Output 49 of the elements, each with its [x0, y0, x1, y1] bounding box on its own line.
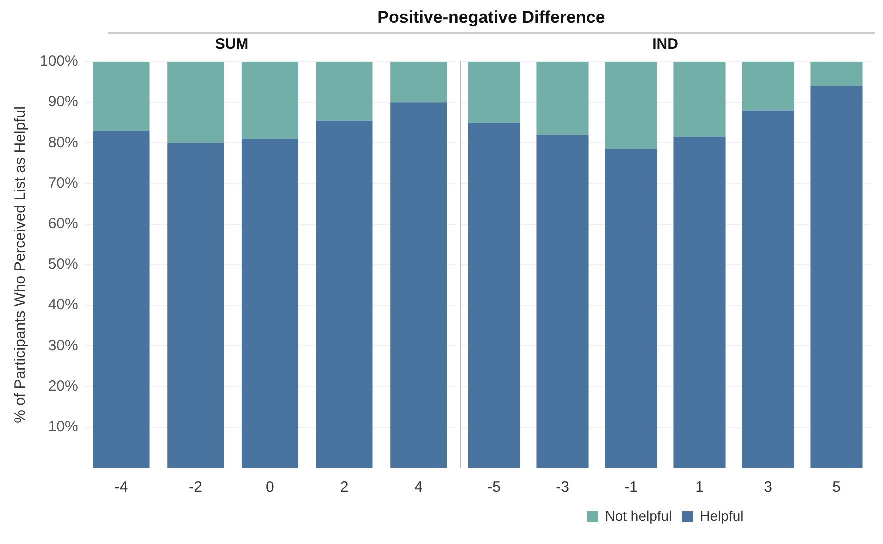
chart-subtitle: IND: [652, 36, 679, 54]
bar: [536, 135, 589, 468]
bar: [93, 131, 150, 468]
bar: [674, 62, 726, 138]
y-tick-label: 10%: [48, 418, 78, 436]
x-tick-label: -2: [189, 479, 203, 496]
bar: [390, 62, 448, 103]
x-tick-label: 4: [414, 479, 424, 496]
bar: [168, 62, 224, 144]
y-tick-label: 90%: [48, 94, 78, 111]
y-tick-label: 20%: [48, 378, 78, 395]
y-tick-label: 60%: [48, 216, 78, 233]
y-tick-label: 100%: [40, 53, 78, 70]
x-tick-label: -4: [114, 479, 128, 496]
chart-subtitle: SUM: [215, 36, 249, 54]
x-tick-label: 5: [832, 479, 841, 496]
y-tick-label: 30%: [48, 337, 78, 354]
x-tick-label: 1: [696, 479, 704, 496]
bar: [742, 62, 794, 111]
y-tick-label: 70%: [48, 174, 78, 192]
legend-label: Not helpful: [605, 508, 672, 524]
x-tick-label: -3: [556, 479, 570, 496]
x-tick-label: -1: [624, 479, 638, 496]
bar: [605, 149, 658, 468]
y-axis-title: % of Participants Who Perceived List as Helpful: [12, 106, 30, 424]
bar: [316, 120, 373, 468]
bar: [674, 137, 726, 468]
bar: [605, 62, 658, 150]
bar: [810, 86, 863, 468]
bar: [316, 62, 373, 121]
text: Positive-negative Difference: [108, 8, 875, 34]
bar: [536, 62, 589, 136]
bar: [468, 62, 520, 123]
x-tick-label: 0: [266, 479, 274, 496]
bar: [468, 122, 520, 468]
x-tick-label: 3: [764, 479, 772, 496]
bar: [810, 62, 863, 86]
bar: [168, 143, 224, 468]
x-tick-label: -5: [488, 479, 501, 496]
bar: [93, 62, 150, 132]
y-tick-label: 40%: [48, 296, 78, 314]
bar: [390, 102, 448, 468]
bar: [242, 139, 298, 468]
bar: [242, 62, 298, 140]
y-tick-label: 80%: [48, 134, 78, 152]
legend-label: Helpful: [700, 508, 744, 524]
x-tick-label: 2: [340, 479, 349, 496]
bar: [742, 110, 794, 468]
y-tick-label: 50%: [48, 256, 78, 274]
